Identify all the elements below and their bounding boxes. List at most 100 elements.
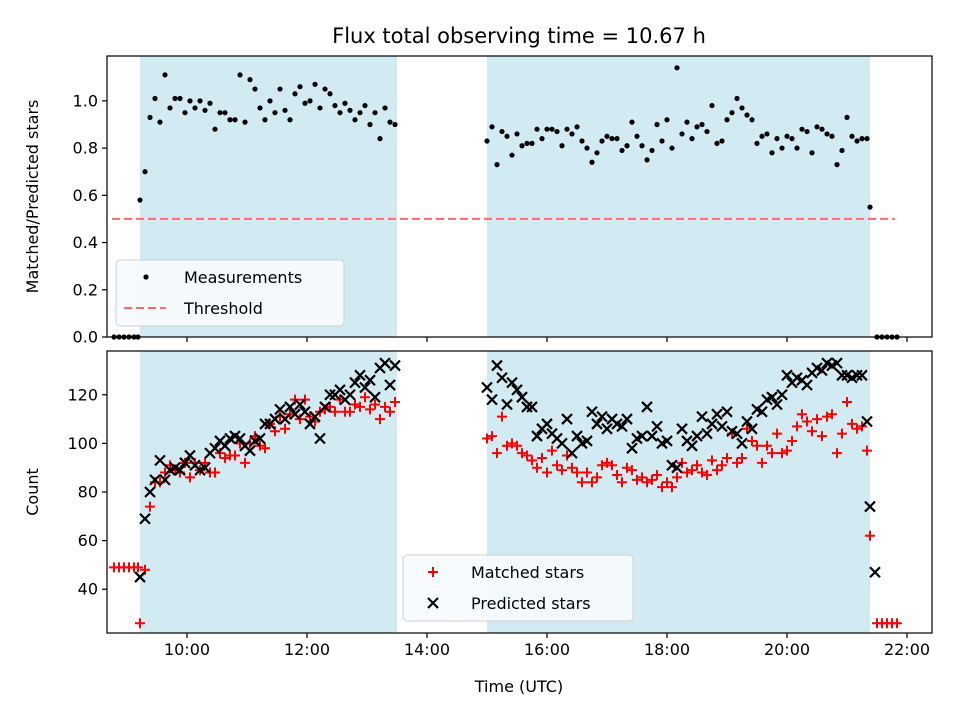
matched-stars-point [592,472,602,483]
predicted-stars-point [274,403,286,416]
predicted-stars-point [621,413,633,425]
matched-stars-point [737,452,747,463]
measurement-point [749,117,755,123]
matched-stars-point [747,435,757,446]
predicted-stars-point [496,371,508,384]
legend-box [115,259,345,327]
measurement-point [549,126,555,132]
predicted-stars-point [861,415,873,428]
measurement-point [579,138,585,144]
measurement-point [247,77,253,83]
predicted-stars-point [144,486,156,498]
measurement-point [242,119,248,125]
matched-stars-point [832,448,842,459]
matched-stars-point [185,472,195,483]
matched-stars-point [370,399,380,410]
matched-stars-point [557,465,567,476]
predicted-stars-point [349,376,361,389]
measurement-point [217,110,223,116]
series-predicted-stars [134,357,881,583]
matched-stars-point [527,455,537,466]
matched-stars-point [667,482,677,493]
measurement-point [367,121,373,128]
x-axis-label: Time (UTC) [474,677,563,696]
measurement-point [357,110,363,116]
measurement-point [714,140,720,146]
measurement-point [372,110,378,116]
measurement-point [774,136,780,142]
measurement-point [262,117,268,123]
legend-matched-marker [428,567,438,577]
legend-box [402,554,634,622]
y-tick-label: 60 [78,531,98,550]
predicted-stars-point [596,410,608,423]
measurement-point [257,105,263,111]
predicted-stars-point [561,413,573,425]
measurement-point [589,159,595,165]
measurement-point [854,138,860,144]
matched-stars-point [380,401,390,412]
predicted-stars-point [781,369,793,382]
measurement-point [814,124,820,130]
predicted-stars-point [691,430,703,442]
predicted-stars-point [289,408,301,420]
matched-stars-point [647,474,657,485]
y-axis-label: Matched/Predicted stars [23,100,42,294]
predicted-stars-point [651,420,663,433]
y-tick-label: 0.2 [73,280,98,299]
measurement-point [137,197,143,203]
legend-label: Threshold [183,299,263,318]
measurement-point [674,65,680,71]
predicted-stars-point [636,430,648,442]
predicted-stars-point [601,423,613,435]
legend: Matched stars Predicted stars [402,554,634,622]
measurement-point [332,102,338,109]
x-tick-label: 18:00 [644,640,690,659]
measurement-point [819,126,825,132]
measurement-point [302,100,308,106]
matched-stars-point [812,414,822,425]
measurement-point [277,86,283,92]
matched-stars-point [892,618,902,629]
measurement-point [629,119,635,125]
y-tick-label: 1.0 [73,91,98,110]
measurement-point [377,136,383,142]
matched-stars-point [325,401,335,412]
measurement-point [337,110,343,116]
predicted-stars-point [139,512,151,525]
predicted-stars-point [741,415,753,428]
measurement-point [824,131,830,137]
matched-stars-point [862,445,872,456]
measurement-point [162,72,168,78]
measurement-point [859,136,865,142]
matched-stars-point [497,411,507,422]
measurement-point [599,138,605,144]
matched-stars-point [133,562,143,573]
predicted-stars-point [159,474,171,486]
predicted-stars-point [641,401,653,413]
predicted-stars-point [359,381,371,394]
y-tick-label: 120 [67,385,98,404]
measurement-point [534,126,540,132]
predicted-stars-point [836,369,848,382]
matched-stars-point [837,428,847,439]
matched-stars-point [797,409,807,420]
measurement-point [529,140,535,146]
predicted-stars-point [179,457,191,469]
predicted-stars-point [304,418,316,430]
legend-predicted-marker [427,597,439,609]
predicted-stars-point [294,398,306,411]
predicted-stars-point [384,379,396,391]
matched-stars-point [572,467,582,478]
predicted-stars-point [486,393,498,406]
matched-stars-point [707,455,717,466]
predicted-stars-point [566,447,578,459]
matched-stars-point [637,472,647,483]
measurement-point [679,131,685,137]
measurement-point [267,98,273,104]
measurement-point [584,145,590,151]
predicted-stars-point [776,388,788,401]
predicted-stars-point [746,423,758,435]
matched-stars-point [692,460,702,471]
measurement-point [539,136,545,142]
